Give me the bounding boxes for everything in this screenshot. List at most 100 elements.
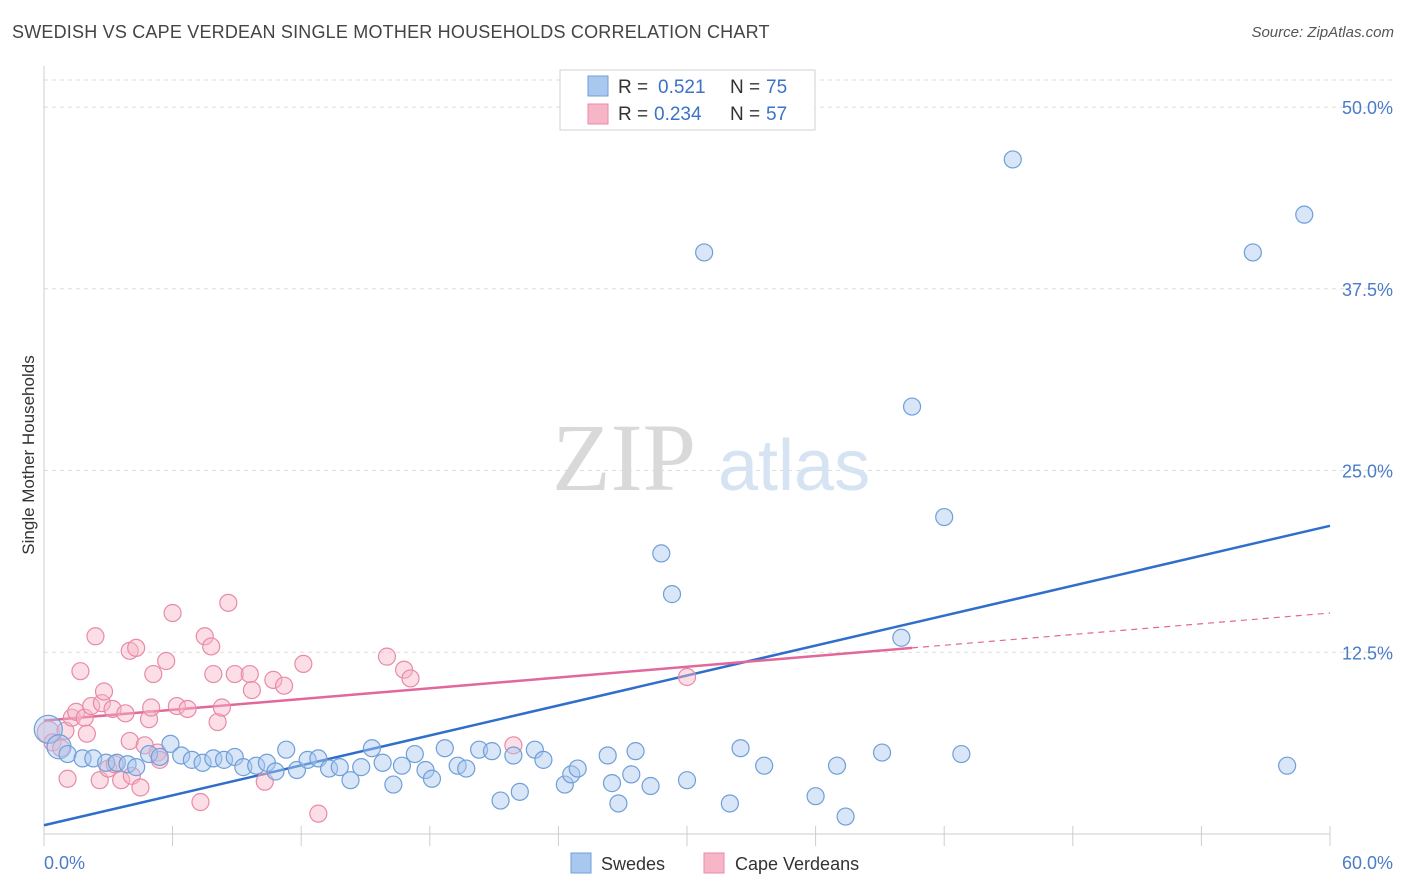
bottom-legend-swedes: Swedes	[601, 854, 665, 874]
cape-verdean-point	[504, 736, 523, 755]
cape-verdean-point	[82, 696, 101, 716]
swedes-point	[127, 758, 146, 777]
swedes-point	[720, 794, 739, 813]
swedes-point	[330, 758, 349, 777]
swedes-point	[172, 746, 191, 765]
chart-source: Source: ZipAtlas.com	[1251, 24, 1394, 41]
cape-verdean-point	[163, 603, 182, 623]
legend-swedes-r-value: 0.521	[658, 77, 706, 98]
swedes-point	[341, 771, 360, 790]
swedes-point	[504, 746, 523, 765]
y-tick-label: 12.5%	[1342, 643, 1393, 663]
swedes-point	[902, 397, 922, 416]
swedes-point	[266, 762, 285, 781]
legend-swatch-swedes	[587, 75, 609, 97]
y-tick-label: 37.5%	[1342, 280, 1393, 300]
swedes-point	[935, 507, 954, 527]
swedes-point	[555, 775, 574, 794]
swedes-point	[435, 739, 454, 758]
swedes-point	[641, 776, 660, 796]
cape-verdean-point	[144, 664, 163, 684]
swedes-point	[1295, 205, 1314, 224]
cape-verdean-point	[157, 651, 176, 671]
cape-verdean-point	[242, 680, 262, 700]
legend-cape-r-label: R =	[618, 104, 648, 125]
cape-verdean-point	[86, 627, 105, 646]
cape-verdean-point	[309, 804, 328, 823]
swedes-point	[384, 775, 403, 794]
y-tick-label: 25.0%	[1342, 462, 1393, 482]
watermark: ZIP atlas	[552, 404, 870, 511]
legend: R = 0.521 N = 75 R = 0.234 N = 57	[559, 69, 816, 131]
swedes-point	[662, 585, 682, 604]
cape-verdean-point	[225, 664, 244, 684]
legend-cape-n-value: 57	[766, 104, 787, 125]
swedes-point	[602, 774, 622, 793]
x-tick-label: 60.0%	[1342, 853, 1393, 873]
legend-cape-n-label: N =	[730, 104, 760, 125]
cape-verdean-point	[294, 654, 313, 674]
swedes-point	[534, 750, 553, 769]
bottom-legend-swatch-swedes	[570, 852, 592, 874]
y-tick-label: 50.0%	[1342, 98, 1393, 118]
swedes-point	[1003, 150, 1022, 169]
swedes-point	[373, 753, 392, 772]
cape-verdean-point	[677, 667, 697, 687]
swedes-point	[139, 744, 159, 764]
cape-verdean-trend-line	[43, 646, 913, 722]
swedes-point	[755, 756, 774, 775]
swedes-point	[622, 765, 641, 784]
cape-verdean-point	[195, 627, 214, 646]
cape-verdean-point	[58, 769, 77, 788]
cape-verdean-point	[202, 637, 221, 656]
watermark-atlas: atlas	[718, 426, 870, 506]
cape-verdean-point	[219, 593, 238, 612]
swedes-point	[392, 756, 412, 775]
swedes-point	[352, 758, 371, 777]
cape-verdean-point	[127, 638, 146, 658]
swedes-point	[457, 759, 476, 778]
watermark-zip: ZIP	[552, 404, 696, 511]
swedes-point	[872, 743, 892, 762]
y-tick-labels: 12.5% 25.0% 37.5% 50.0%	[1342, 98, 1393, 663]
swedes-point	[422, 769, 442, 788]
axes	[43, 66, 1331, 846]
swedes-point	[1243, 243, 1262, 262]
cape-verdean-point	[264, 670, 283, 689]
cape-verdean-point	[240, 664, 259, 684]
swedes-point	[510, 782, 529, 801]
swedes-point	[214, 750, 234, 769]
grid-lines	[44, 79, 1392, 653]
swedes-point	[677, 771, 697, 790]
swedes-point	[150, 747, 169, 767]
x-tick-labels: 0.0% 60.0%	[44, 853, 1393, 873]
x-tick-label: 0.0%	[44, 853, 85, 873]
swedes-point	[247, 756, 266, 775]
y-axis-title: Single Mother Households	[19, 355, 38, 554]
scatter-points	[33, 150, 1314, 826]
cape-verdean-point	[116, 704, 135, 723]
swedes-point	[193, 753, 212, 772]
swedes-point	[161, 734, 180, 753]
chart-title: SWEDISH VS CAPE VERDEAN SINGLE MOTHER HO…	[12, 22, 770, 42]
cape-verdean-point	[208, 712, 227, 732]
swedes-point	[626, 742, 645, 761]
cape-verdean-trend-extension	[912, 612, 1331, 649]
swedes-point	[892, 628, 911, 647]
swedes-point	[491, 791, 510, 810]
swedes-point	[97, 753, 116, 772]
legend-swedes-n-label: N =	[730, 77, 760, 98]
swedes-point	[73, 749, 92, 768]
swedes-point	[609, 794, 628, 813]
legend-swatch-cape	[587, 103, 609, 125]
cape-verdean-point	[77, 724, 96, 743]
cape-verdean-point	[142, 698, 161, 717]
swedes-point	[731, 739, 750, 758]
cape-verdean-point	[178, 699, 197, 719]
swedes-point	[58, 744, 77, 764]
cape-verdean-point	[92, 694, 111, 713]
swedes-point	[182, 750, 201, 769]
legend-swedes-r-label: R =	[618, 77, 648, 98]
swedes-point	[952, 744, 971, 764]
swedes-point	[806, 787, 825, 806]
